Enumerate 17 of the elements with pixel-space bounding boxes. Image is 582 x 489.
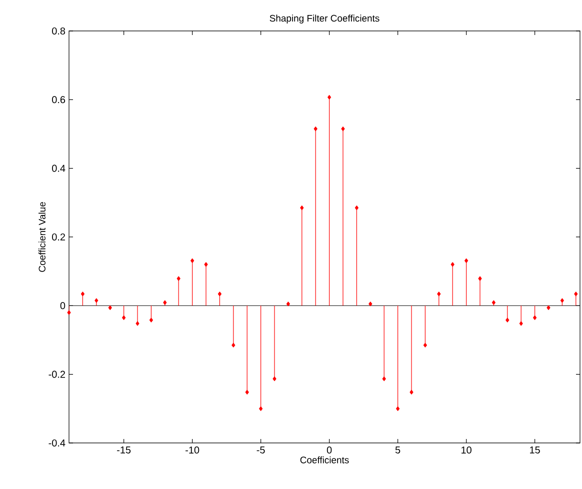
- y-tick-label: 0.2: [52, 233, 65, 241]
- x-tick-label: 15: [530, 446, 540, 454]
- x-tick-label: -5: [256, 446, 265, 454]
- y-tick-label: -0.2: [48, 370, 65, 378]
- y-tick-label: 0.8: [52, 27, 66, 35]
- y-axis-title: Coefficient Value: [38, 202, 46, 272]
- y-tick-label: -0.4: [48, 439, 66, 447]
- y-tick-label: 0.6: [52, 96, 66, 104]
- x-axis-title: Coefficients: [300, 456, 349, 464]
- x-tick-label: 0: [326, 446, 332, 454]
- x-tick-label: -15: [117, 446, 131, 454]
- x-tick-label: 10: [462, 446, 472, 454]
- x-tick-label: -10: [186, 446, 200, 454]
- x-tick-label: 5: [395, 446, 400, 454]
- y-tick-label: 0.4: [52, 164, 66, 172]
- chart-title: Shaping Filter Coefficients: [270, 14, 380, 24]
- y-tick-label: 0: [60, 302, 66, 310]
